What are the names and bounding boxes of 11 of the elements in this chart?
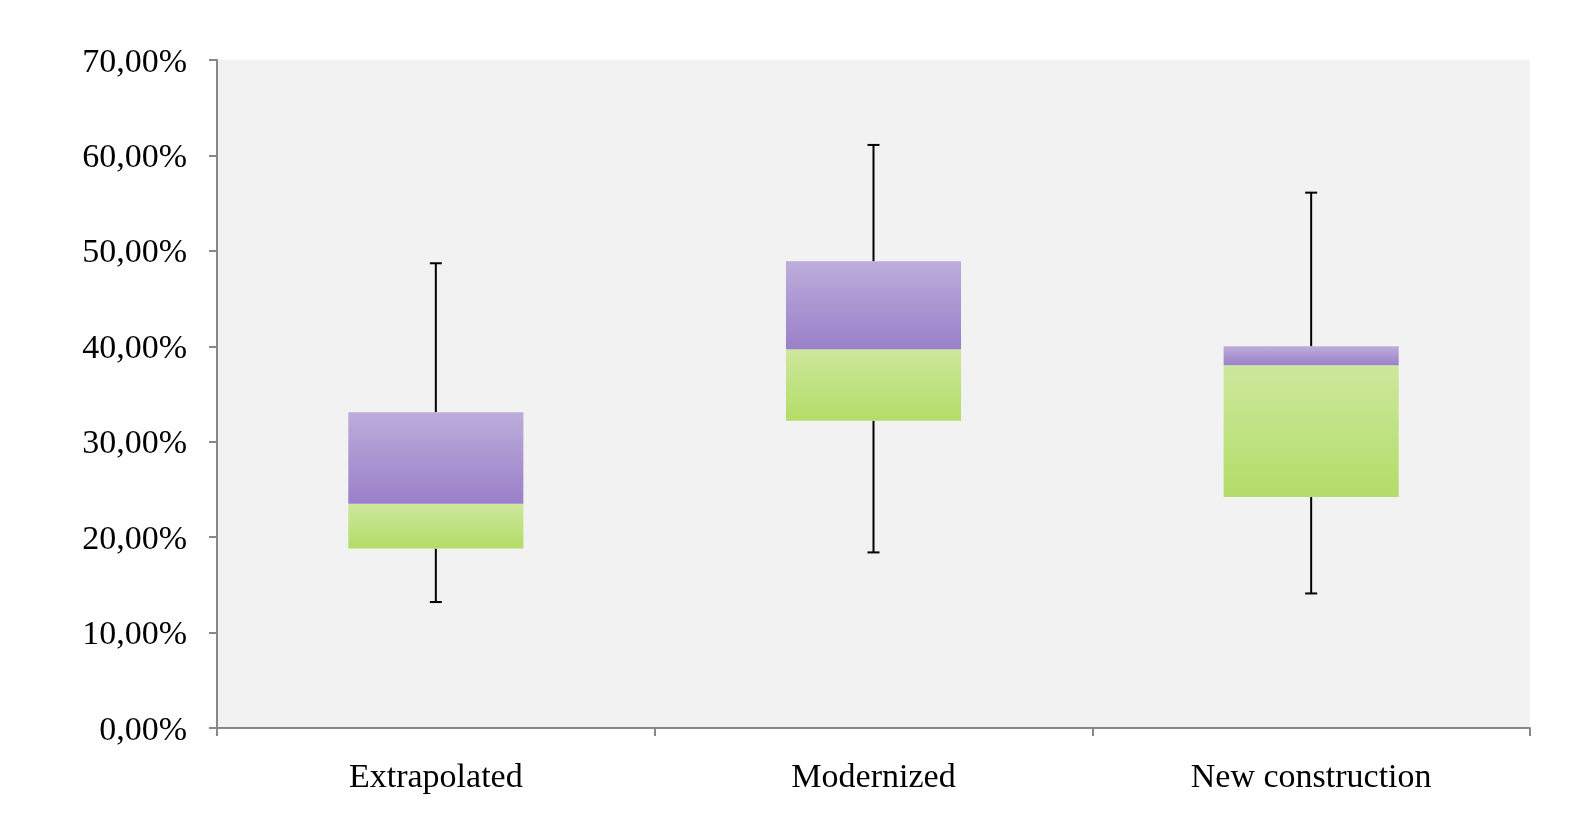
y-tick-label: 50,00% bbox=[82, 232, 187, 270]
y-tick-label: 20,00% bbox=[82, 518, 187, 556]
y-tick-label: 10,00% bbox=[82, 614, 187, 652]
x-tick-label: New construction bbox=[1190, 756, 1432, 794]
y-tick-label: 60,00% bbox=[82, 136, 187, 174]
y-tick-label: 0,00% bbox=[99, 709, 187, 747]
y-tick-label: 40,00% bbox=[82, 327, 187, 365]
x-tick-label: Modernized bbox=[791, 756, 956, 794]
y-tick-label: 30,00% bbox=[82, 423, 187, 461]
x-tick-label: Extrapolated bbox=[348, 756, 523, 794]
y-tick-label: 70,00% bbox=[82, 41, 187, 79]
